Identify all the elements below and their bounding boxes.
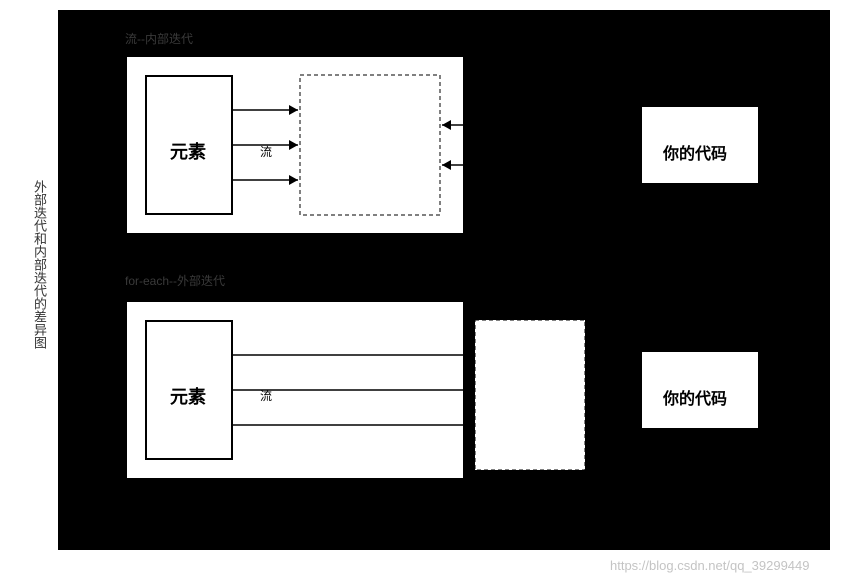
bottom-section-title: for-each--外部迭代: [125, 272, 225, 289]
bottom-flow-label: 流: [260, 387, 272, 404]
side-strip-label: 外部迭代和内部迭代的差异图: [30, 180, 49, 349]
top-code-label: 你的代码: [663, 140, 727, 164]
diagram-canvas: 外部迭代和内部迭代的差异图 流--内部迭代 元素 流 你的代码 for-each…: [0, 0, 849, 580]
bottom-code-label: 你的代码: [663, 385, 727, 409]
bottom-element-label: 元素: [170, 383, 206, 409]
top-flow-label: 流: [260, 143, 272, 160]
top-section-title: 流--内部迭代: [125, 30, 193, 47]
watermark-text: https://blog.csdn.net/qq_39299449: [610, 558, 810, 573]
top-element-label: 元素: [170, 138, 206, 164]
